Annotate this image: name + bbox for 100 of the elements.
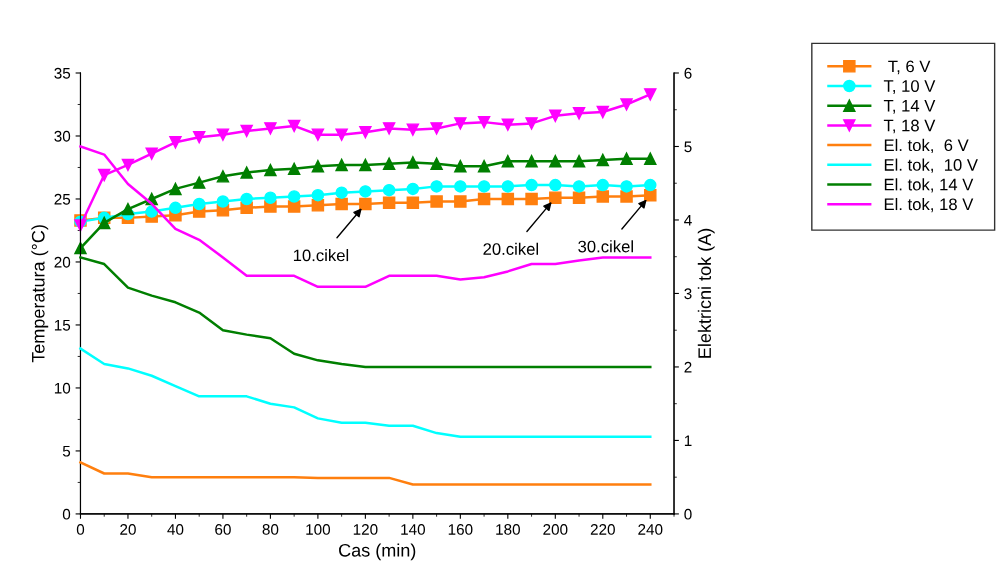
point xyxy=(572,180,586,193)
x-tick-label: 0 xyxy=(76,524,85,535)
point xyxy=(549,178,562,192)
point xyxy=(620,152,633,165)
point xyxy=(240,124,253,138)
y2-tick-label: 6 xyxy=(684,67,692,79)
point xyxy=(359,197,372,211)
point xyxy=(382,196,396,210)
point xyxy=(382,122,396,135)
y-tick-label: 35 xyxy=(54,67,71,79)
point xyxy=(192,197,206,211)
point xyxy=(620,98,633,111)
point xyxy=(311,199,325,212)
point xyxy=(430,180,443,193)
point xyxy=(169,136,182,149)
y-tick-label: 15 xyxy=(54,319,71,331)
y2-tick-label: 0 xyxy=(684,508,692,520)
point xyxy=(287,162,301,175)
y2-tick-label: 2 xyxy=(684,361,692,373)
point xyxy=(596,153,610,167)
legend-label: T, 18 V xyxy=(883,119,936,134)
point xyxy=(169,201,182,215)
x-tick-label: 180 xyxy=(496,524,520,535)
y-tick-label: 5 xyxy=(62,445,71,457)
point xyxy=(644,88,657,101)
point xyxy=(644,178,657,192)
point xyxy=(216,170,230,183)
point xyxy=(382,157,396,170)
point xyxy=(169,182,182,196)
point xyxy=(477,180,491,193)
point xyxy=(596,190,610,203)
point xyxy=(525,178,538,192)
y2-tick-label: 1 xyxy=(684,435,692,446)
point xyxy=(430,122,443,135)
point xyxy=(359,125,372,139)
point xyxy=(335,158,348,172)
point xyxy=(216,128,230,141)
point xyxy=(644,188,657,202)
legend-label: El. tok, 18 V xyxy=(884,197,974,213)
y-axis-title: Temperatura (°C) xyxy=(31,225,49,363)
point xyxy=(454,180,467,193)
point xyxy=(240,192,253,206)
x-tick-label: 160 xyxy=(448,524,473,535)
annotation: 10.cikel xyxy=(293,249,349,262)
point xyxy=(477,115,491,129)
line-series xyxy=(79,461,652,486)
point xyxy=(287,190,301,203)
point xyxy=(430,157,443,170)
y2-axis-title: Elektricni tok (A) xyxy=(697,228,715,358)
line-series xyxy=(79,347,652,439)
point xyxy=(192,176,206,189)
point xyxy=(572,107,586,120)
x-tick-label: 40 xyxy=(167,524,184,535)
point xyxy=(406,156,420,169)
point xyxy=(216,195,230,208)
x-tick-label: 100 xyxy=(306,524,331,535)
point xyxy=(74,219,87,232)
x-tick-label: 240 xyxy=(638,524,663,535)
y-tick-label: 30 xyxy=(54,130,71,142)
point xyxy=(192,130,206,144)
point xyxy=(430,195,443,208)
legend-label: T, 10 V xyxy=(883,80,936,94)
point xyxy=(549,154,562,168)
point xyxy=(311,159,325,173)
point xyxy=(264,122,277,135)
point xyxy=(596,178,610,192)
annotation: 30.cikel xyxy=(578,240,633,253)
x-tick-label: 120 xyxy=(353,524,378,535)
y2-tick-label: 3 xyxy=(684,288,692,300)
point xyxy=(121,158,135,172)
point xyxy=(477,192,491,206)
point xyxy=(620,190,633,203)
point xyxy=(335,128,348,141)
legend-label: El. tok, 14 V xyxy=(884,178,974,193)
point xyxy=(549,109,562,123)
point xyxy=(335,197,348,211)
x-tick-label: 20 xyxy=(120,524,136,535)
legend-label: El. tok, 10 V xyxy=(884,158,978,173)
point xyxy=(287,119,301,133)
x-tick-label: 200 xyxy=(543,524,568,535)
point xyxy=(335,186,348,199)
point xyxy=(311,188,325,202)
legend-label: T, 14 V xyxy=(883,100,936,114)
point xyxy=(454,195,467,208)
y2-tick-label: 4 xyxy=(684,215,692,226)
x-axis-title: Cas (min) xyxy=(339,543,416,561)
point xyxy=(501,118,515,131)
point xyxy=(264,163,277,177)
legend-label: T, 6 V xyxy=(888,60,931,75)
y-tick-label: 25 xyxy=(54,193,71,205)
point xyxy=(121,202,135,216)
point xyxy=(501,180,515,193)
point xyxy=(525,154,538,168)
point xyxy=(240,166,253,179)
point xyxy=(264,191,277,204)
point xyxy=(406,196,420,210)
legend-label: El. tok, 6 V xyxy=(884,138,969,154)
x-tick-label: 60 xyxy=(215,524,231,535)
point xyxy=(406,182,420,196)
point xyxy=(620,180,633,193)
